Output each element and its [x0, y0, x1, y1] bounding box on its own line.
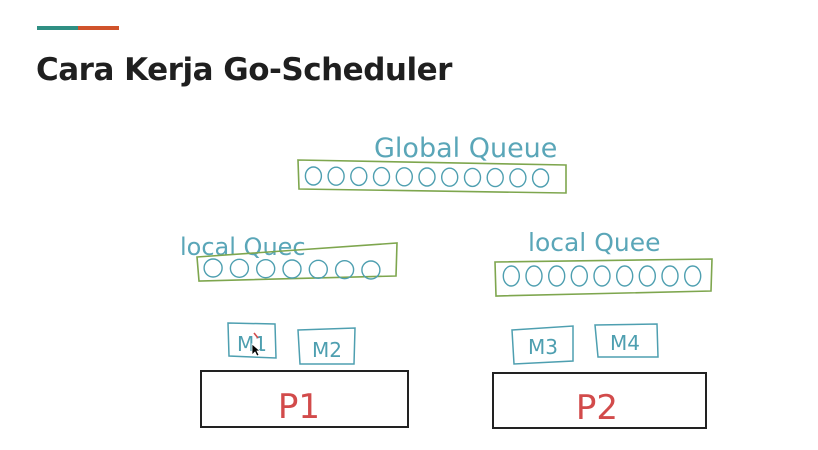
local-queue-1-goroutine: [203, 258, 223, 278]
machine-m3-label: M3: [528, 335, 558, 359]
processor-p1-label: P1: [278, 387, 320, 427]
local-queue-2-goroutine: [502, 265, 520, 287]
local-queue-1-box: [196, 242, 398, 282]
local-queue-2-box: [494, 258, 713, 297]
machine-m2-label: M2: [312, 338, 342, 362]
machine-m4-label: M4: [610, 331, 640, 355]
local-queue-2-goroutines: [502, 265, 702, 287]
machine-m1-box: [227, 322, 277, 359]
local-queue-1-goroutine: [308, 259, 328, 279]
global-queue-goroutine: [441, 167, 459, 187]
machine-m3: M3: [511, 325, 574, 365]
local-queue-1-goroutine: [282, 259, 302, 279]
local-queue-1-goroutine: [229, 258, 250, 278]
global-queue-goroutine: [509, 168, 527, 188]
local-queue-2-label: local Quee: [528, 228, 660, 257]
local-queue-2-goroutine: [661, 265, 679, 287]
local-queue-2-goroutine: [684, 265, 702, 287]
machine-m2-box: [297, 327, 356, 365]
mouse-pointer-icon: [251, 343, 261, 357]
local-queue-1-goroutine: [334, 260, 355, 280]
local-queue-2-goroutine: [525, 265, 543, 287]
global-queue-goroutine: [395, 167, 413, 187]
local-queue-2-goroutine: [548, 265, 566, 287]
global-queue-goroutine: [372, 166, 391, 187]
local-queue-1-goroutine: [256, 259, 276, 279]
local-queue-2-goroutine: [638, 265, 656, 287]
accent-teal-segment: [37, 26, 78, 30]
title-accent-bar: [37, 26, 119, 30]
machine-m2: M2: [297, 327, 356, 365]
global-queue-goroutines: [304, 166, 550, 188]
local-queue-2-goroutine: [570, 265, 588, 287]
accent-orange-segment: [78, 26, 119, 30]
machine-m4-box: [594, 323, 659, 358]
global-queue-goroutine: [418, 167, 436, 187]
processor-p1: P1: [200, 370, 409, 428]
local-queue-1-goroutine: [361, 260, 381, 280]
local-queue-2-goroutine: [593, 265, 611, 287]
global-queue-goroutine: [486, 167, 504, 188]
global-queue-goroutine: [531, 168, 550, 188]
pen-stroke: [253, 332, 259, 339]
processor-p2: P2: [492, 372, 707, 429]
global-queue-goroutine: [350, 166, 368, 187]
processor-p2-label: P2: [576, 388, 618, 428]
slide-title: Cara Kerja Go-Scheduler: [36, 52, 452, 88]
local-queue-1-goroutines: [203, 258, 381, 280]
machine-m3-box: [511, 325, 574, 365]
global-queue-goroutine: [463, 167, 482, 188]
processor-p2-box: [492, 372, 707, 429]
global-queue-label: Global Queue: [374, 133, 557, 164]
local-queue-2-goroutine: [616, 265, 634, 287]
global-queue-goroutine: [304, 166, 323, 186]
machine-m4: M4: [594, 323, 659, 358]
global-queue-goroutine: [327, 166, 345, 186]
processor-p1-box: [200, 370, 409, 428]
global-queue-box: [297, 159, 567, 194]
